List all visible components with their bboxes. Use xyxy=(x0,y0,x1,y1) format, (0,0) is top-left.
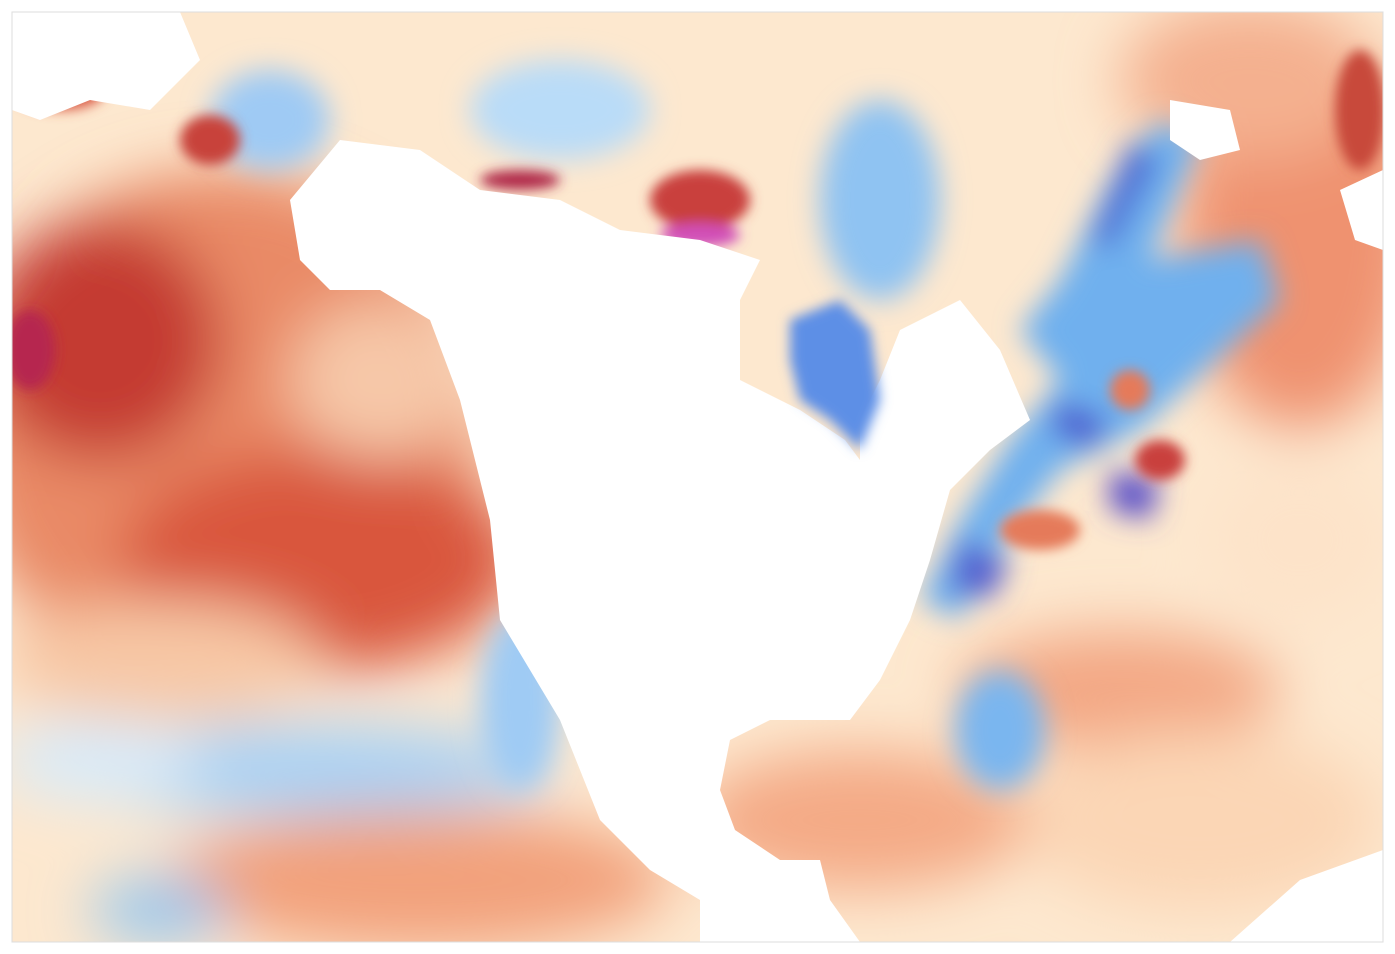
land-north-america xyxy=(290,140,1030,942)
cool-bands xyxy=(210,60,1280,790)
land-asia xyxy=(12,12,200,120)
warm-spots xyxy=(12,50,1383,550)
land-greenland-gap xyxy=(1170,100,1240,160)
land-europe-edge xyxy=(1340,170,1383,250)
land-south-america xyxy=(1230,850,1383,942)
hudson-bay xyxy=(790,300,880,450)
map-frame xyxy=(11,11,1384,943)
